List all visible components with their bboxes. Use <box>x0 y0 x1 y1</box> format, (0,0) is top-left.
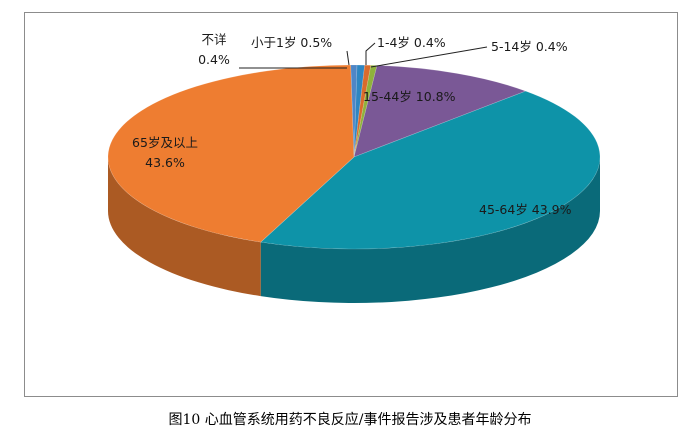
pie-chart: 小于1岁 0.5% 1-4岁 0.4% 5-14岁 0.4% 15-44岁 10.8%… <box>107 32 601 303</box>
pie-side-4 <box>260 157 600 303</box>
pie-slice-0 <box>353 64 366 158</box>
pie-sides <box>107 157 600 303</box>
pie-slices <box>107 64 601 250</box>
slice-labels: 小于1岁 0.5% 1-4岁 0.4% 5-14岁 0.4% 15-44岁 10.8%… <box>132 32 572 217</box>
slice-label-0: 小于1岁 0.5% <box>251 35 332 50</box>
chart-frame: 小于1岁 0.5% 1-4岁 0.4% 5-14岁 0.4% 15-44岁 10.8%… <box>24 12 678 397</box>
slice-label-3: 15-44岁 10.8% <box>363 89 456 104</box>
leader-line-2 <box>370 46 488 68</box>
slice-label-1: 1-4岁 0.4% <box>377 35 446 50</box>
pie-slice-2 <box>353 64 378 158</box>
pie-slice-6 <box>350 64 358 158</box>
pie-slice-5 <box>107 64 355 243</box>
pie-side-5 <box>107 157 261 297</box>
slice-label-4: 45-64岁 43.9% <box>479 202 572 217</box>
pie-slice-3 <box>353 65 527 158</box>
slice-label-5: 65岁及以上 43.6% <box>132 135 198 170</box>
pie-slice-1 <box>353 64 372 158</box>
leader-line-1 <box>365 42 376 65</box>
leader-lines <box>239 42 488 69</box>
pie-slice-4 <box>260 90 601 250</box>
slice-label-6: 不详 0.4% <box>198 32 230 67</box>
figure-caption: 图10 心血管系统用药不良反应/事件报告涉及患者年龄分布 <box>168 412 532 428</box>
slice-label-2: 5-14岁 0.4% <box>491 39 568 54</box>
leader-line-0 <box>346 50 350 66</box>
